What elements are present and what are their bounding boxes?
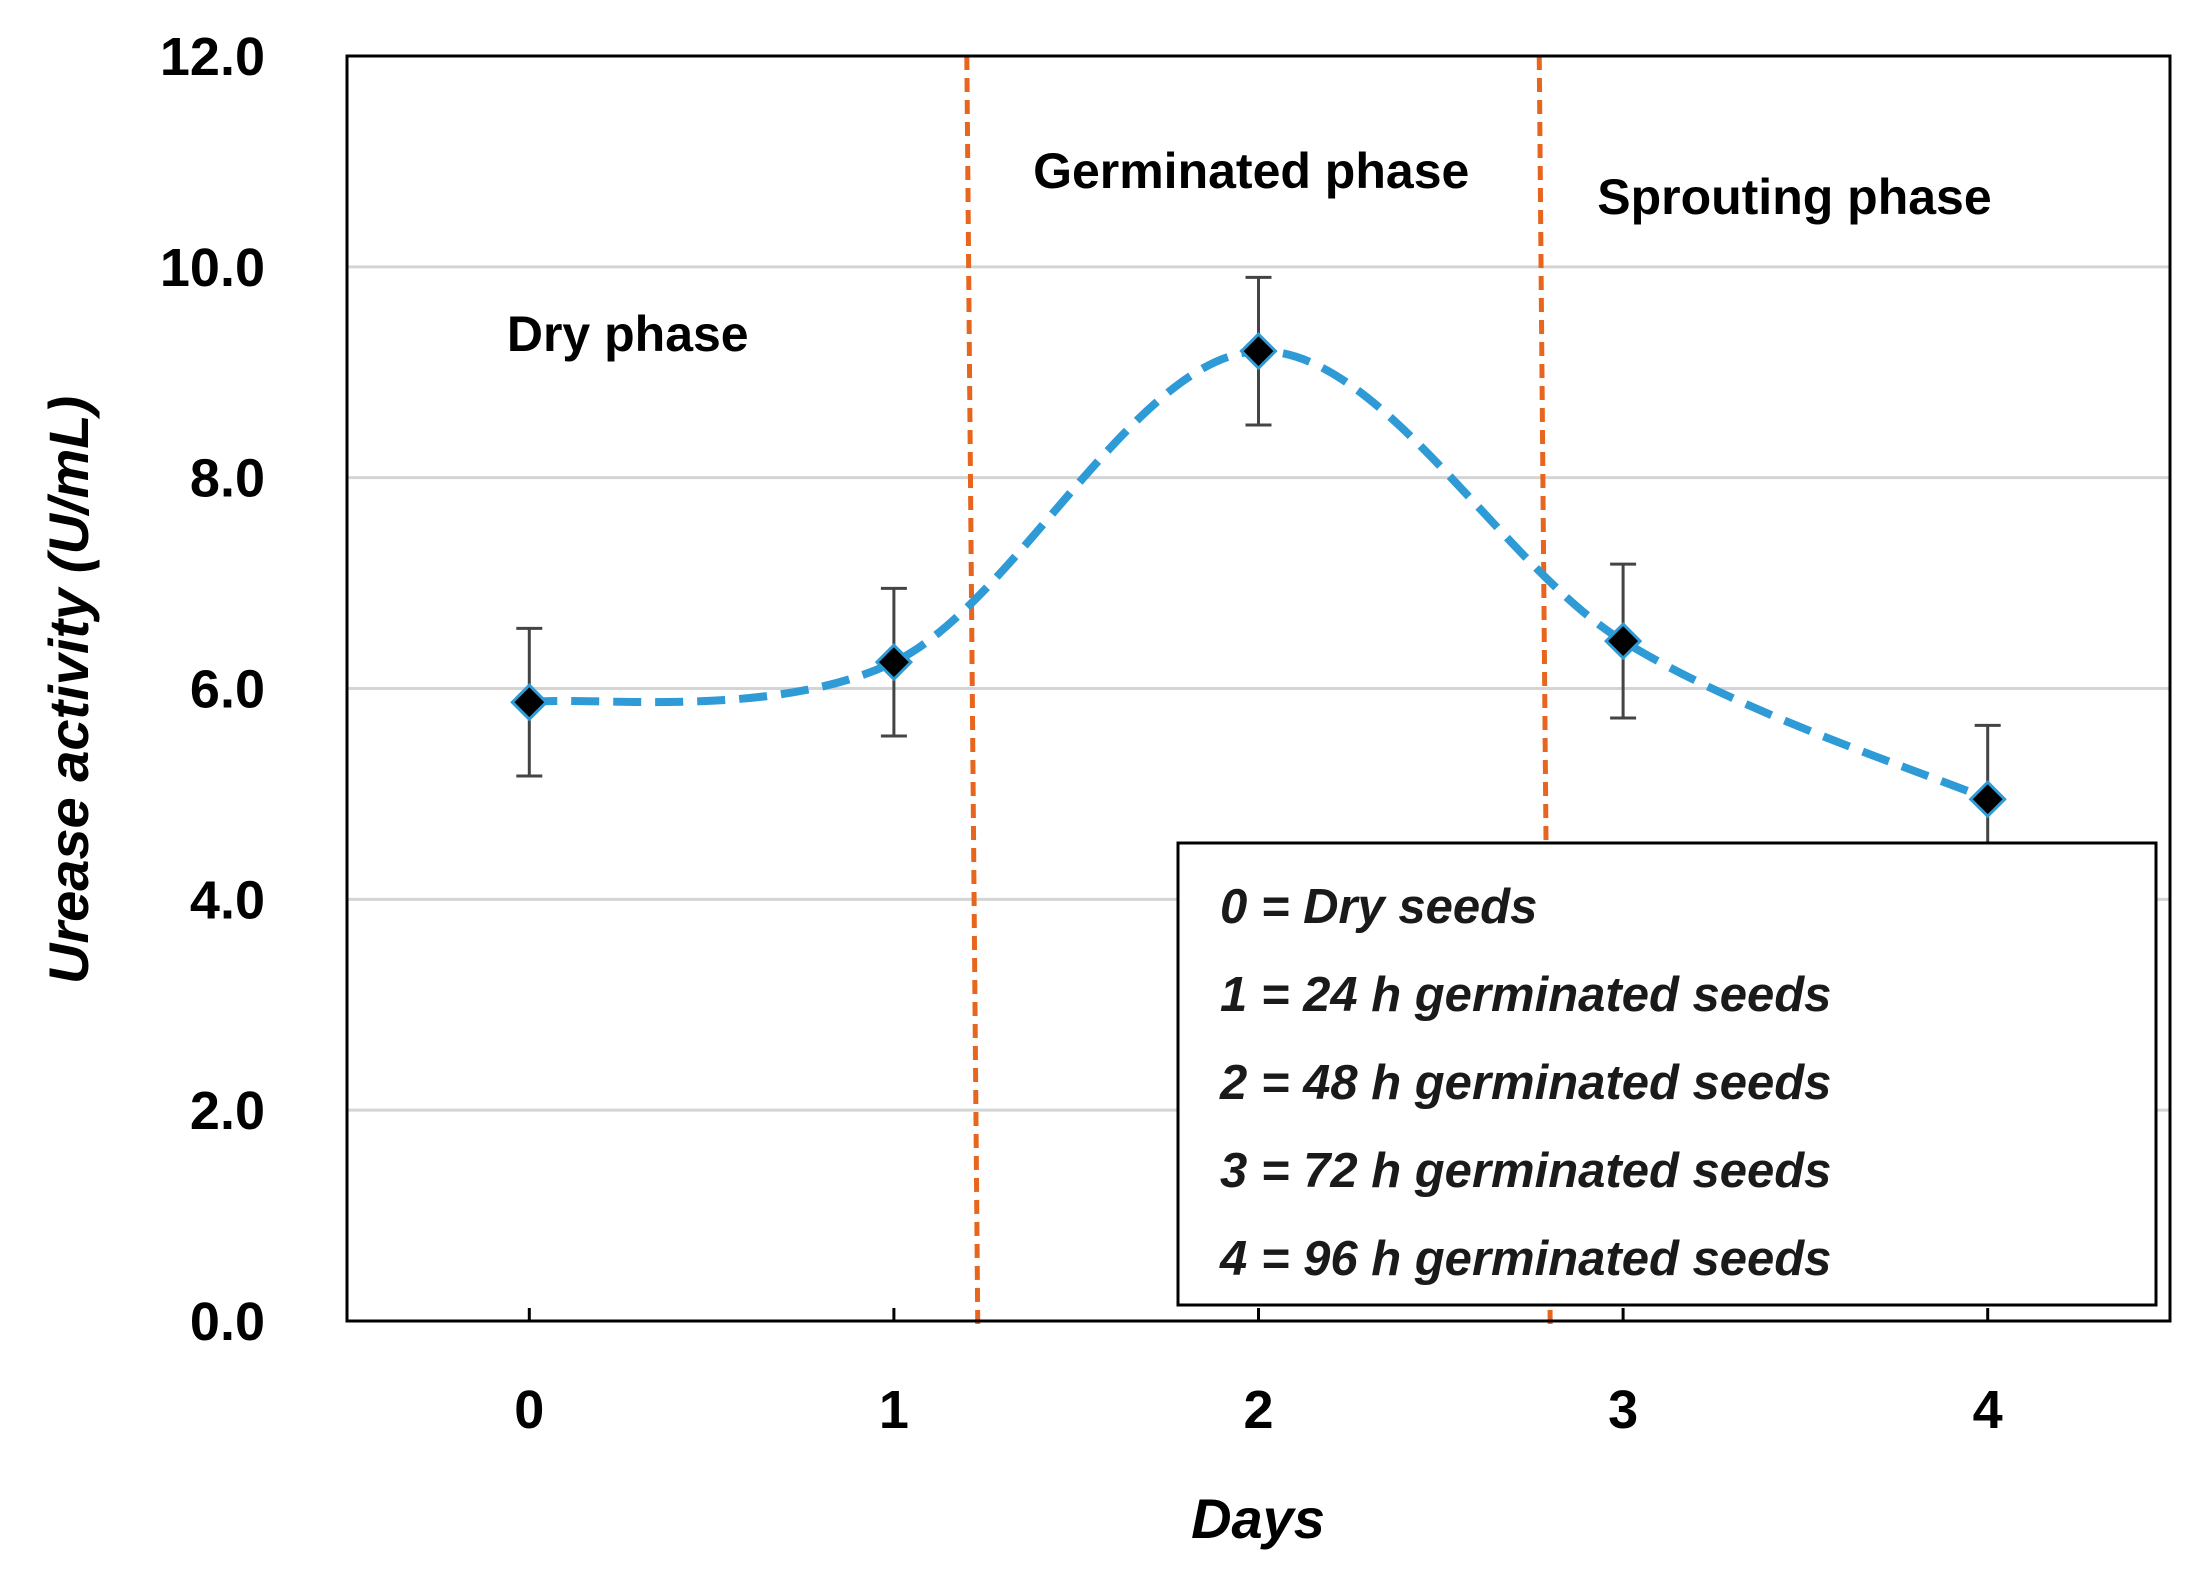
data-point-marker	[874, 643, 914, 682]
legend-entry: 2 = 48 h germinated seeds	[1219, 1056, 1831, 1110]
legend-entry: 1 = 24 h germinated seeds	[1220, 968, 1831, 1022]
data-point-marker	[510, 683, 549, 722]
phase-boundary-line	[964, 55, 981, 1326]
data-point-marker	[1603, 621, 1643, 661]
data-point-marker	[1239, 332, 1278, 371]
y-tick-label: 0.0	[190, 1292, 265, 1352]
y-axis-ticks: 0.0 2.0 4.0 6.0 8.0 10.0 12.0	[160, 27, 265, 1352]
x-axis-title: Days	[1191, 1487, 1325, 1550]
y-tick-label: 8.0	[190, 449, 265, 509]
x-tick-label: 3	[1608, 1380, 1638, 1440]
phase-label: Germinated phase	[1033, 143, 1469, 199]
legend-entry: 0 = Dry seeds	[1220, 880, 1537, 934]
x-tick-label: 4	[1973, 1380, 2003, 1440]
y-axis-title-main: Urease activity	[37, 573, 100, 984]
x-tick-label: 0	[514, 1380, 544, 1440]
y-tick-label: 6.0	[190, 660, 265, 720]
legend-box	[1176, 841, 2158, 1307]
y-tick-label: 2.0	[190, 1081, 265, 1141]
phase-labels: Dry phase Germinated phase Sprouting phase	[507, 143, 1992, 362]
y-axis-title: Urease activity (U/mL)	[37, 396, 100, 984]
phase-label: Dry phase	[507, 306, 749, 362]
y-tick-label: 4.0	[190, 870, 265, 930]
legend-entry: 3 = 72 h germinated seeds	[1220, 1144, 1831, 1198]
legend: 0 = Dry seeds 1 = 24 h germinated seeds …	[1176, 841, 2158, 1307]
legend-entry: 4 = 96 h germinated seeds	[1219, 1232, 1831, 1286]
y-axis-title-unit: (U/mL)	[37, 396, 100, 573]
x-tick-label: 1	[879, 1380, 909, 1440]
y-tick-label: 10.0	[160, 238, 265, 298]
phase-label: Sprouting phase	[1597, 169, 1991, 225]
x-tick-label: 2	[1243, 1380, 1273, 1440]
x-axis-ticks: 0 1 2 3 4	[514, 1308, 2003, 1440]
data-point-marker	[1968, 780, 2007, 819]
y-tick-label: 12.0	[160, 27, 265, 87]
data-series	[510, 275, 2007, 875]
